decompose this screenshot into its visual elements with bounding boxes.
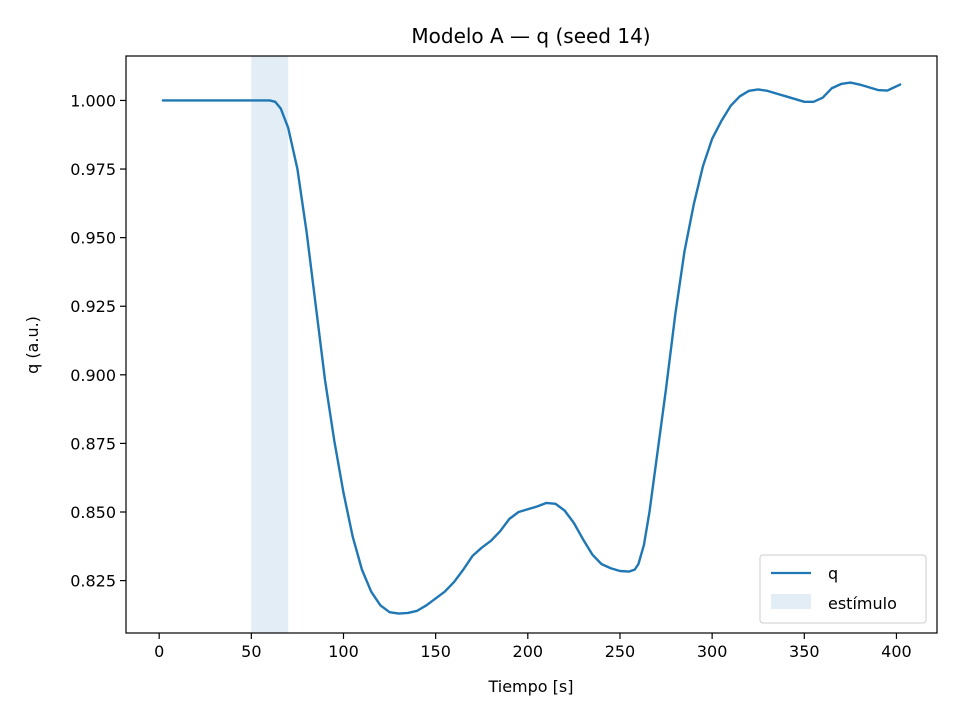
legend-label-estimulo: estímulo	[828, 594, 897, 613]
stimulus-span	[251, 56, 289, 633]
legend: q estímulo	[759, 554, 927, 624]
x-tick-label: 300	[697, 642, 728, 661]
series-line-q	[161, 81, 902, 615]
y-tick-label: 0.875	[70, 434, 116, 453]
y-tick-label: 0.925	[70, 297, 116, 316]
y-tick-label: 0.850	[70, 503, 116, 522]
y-tick-label: 0.975	[70, 160, 116, 179]
x-tick-label: 250	[605, 642, 636, 661]
y-tick-label: 0.950	[70, 229, 116, 248]
x-tick-label: 50	[241, 642, 261, 661]
plot-frame	[125, 55, 938, 634]
x-tick-label: 150	[420, 642, 451, 661]
y-axis-ticks: 0.825 0.850 0.875 0.900 0.925 0.950 0.975 1.000	[70, 91, 126, 591]
y-tick-label: 1.000	[70, 91, 116, 110]
y-axis-label: q (a.u.)	[23, 316, 42, 374]
x-axis-label: Tiempo [s]	[487, 677, 573, 696]
chart-title: Modelo A — q (seed 14)	[411, 24, 650, 48]
x-tick-label: 0	[154, 642, 164, 661]
plot-area	[125, 55, 938, 634]
legend-label-q: q	[828, 564, 838, 583]
x-tick-label: 400	[881, 642, 912, 661]
x-tick-label: 200	[513, 642, 544, 661]
x-axis-ticks: 0 50 100 150 200 250 300 350 400	[154, 633, 912, 661]
y-tick-label: 0.900	[70, 366, 116, 385]
y-tick-label: 0.825	[70, 572, 116, 591]
legend-span-swatch	[771, 594, 811, 609]
x-tick-label: 350	[789, 642, 820, 661]
x-tick-label: 100	[328, 642, 359, 661]
